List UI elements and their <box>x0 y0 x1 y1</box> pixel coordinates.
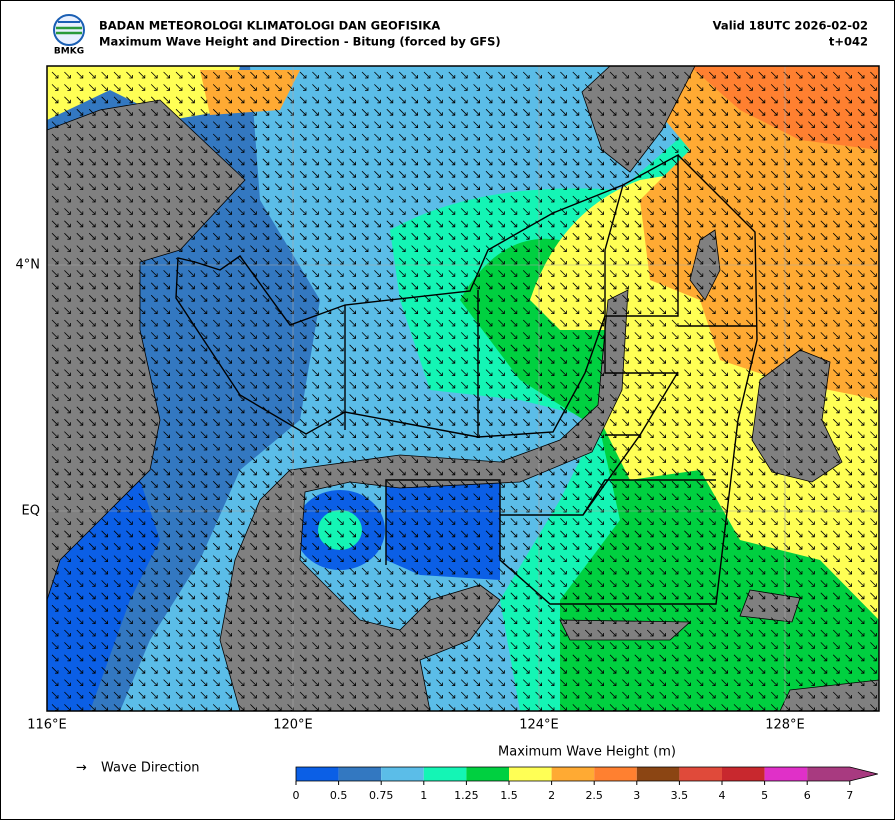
lat-tick: EQ <box>22 504 40 519</box>
colorbar-tick-label: 3.5 <box>671 789 689 802</box>
colorbar-outline <box>295 766 878 782</box>
colorbar-tick-label: 4 <box>719 789 726 802</box>
colorbar-tick-label: 6 <box>804 789 811 802</box>
logo: BMKG <box>53 14 85 57</box>
colorbar-tick-label: 3 <box>633 789 640 802</box>
colorbar-tick-label: 0 <box>293 789 300 802</box>
colorbar-swatch <box>509 767 552 781</box>
colorbar-tick-label: 5 <box>761 789 768 802</box>
legend-label: Wave Direction <box>101 761 200 776</box>
colorbar-extend <box>807 767 878 781</box>
colorbar-tick-label: 0.75 <box>369 789 394 802</box>
colorbar-tick-label: 2.5 <box>585 789 603 802</box>
map <box>47 66 879 711</box>
map-border <box>46 65 880 712</box>
colorbar-swatch <box>381 767 424 781</box>
lon-tick: 128°E <box>765 718 805 733</box>
colorbar-tick-label: 2 <box>548 789 555 802</box>
lon-tick: 120°E <box>273 718 313 733</box>
colorbar-tick-label: 1.25 <box>454 789 479 802</box>
colorbar-swatch <box>423 767 467 781</box>
colorbar-swatch <box>296 767 339 781</box>
lon-tick: 116°E <box>27 718 67 733</box>
colorbar-tick-label: 1 <box>420 789 427 802</box>
colorbar-tick-label: 7 <box>846 789 853 802</box>
logo-text: BMKG <box>54 47 84 57</box>
colorbar-tick-label: 0.5 <box>330 789 348 802</box>
colorbar: 0 0.5 0.75 1 1.25 1.5 2 2.5 3 3.5 4 5 6 7 <box>293 766 878 802</box>
lead-time: t+042 <box>829 35 868 49</box>
colorbar-swatch <box>594 767 637 781</box>
colorbar-title: Maximum Wave Height (m) <box>498 745 676 760</box>
colorbar-swatch <box>679 767 722 781</box>
colorbar-swatch <box>338 767 382 781</box>
valid-time: Valid 18UTC 2026-02-02 <box>713 19 868 33</box>
agency: BADAN METEOROLOGI KLIMATOLOGI DAN GEOFIS… <box>99 19 440 33</box>
colorbar-swatch <box>466 767 509 781</box>
forecast-zones <box>175 153 758 605</box>
wave-arrows <box>51 71 877 711</box>
colorbar-swatch <box>551 767 595 781</box>
colorbar-swatch <box>764 767 808 781</box>
colorbar-swatch <box>722 767 765 781</box>
legend-arrow: → <box>76 761 87 776</box>
graticule <box>47 66 879 711</box>
product-title: Maximum Wave Height and Direction - Bitu… <box>99 35 501 49</box>
colorbar-tick-label: 1.5 <box>500 789 518 802</box>
colorbar-swatch <box>636 767 680 781</box>
lat-tick: 4°N <box>16 258 41 273</box>
lon-tick: 124°E <box>519 718 559 733</box>
arrow-field <box>51 71 877 711</box>
